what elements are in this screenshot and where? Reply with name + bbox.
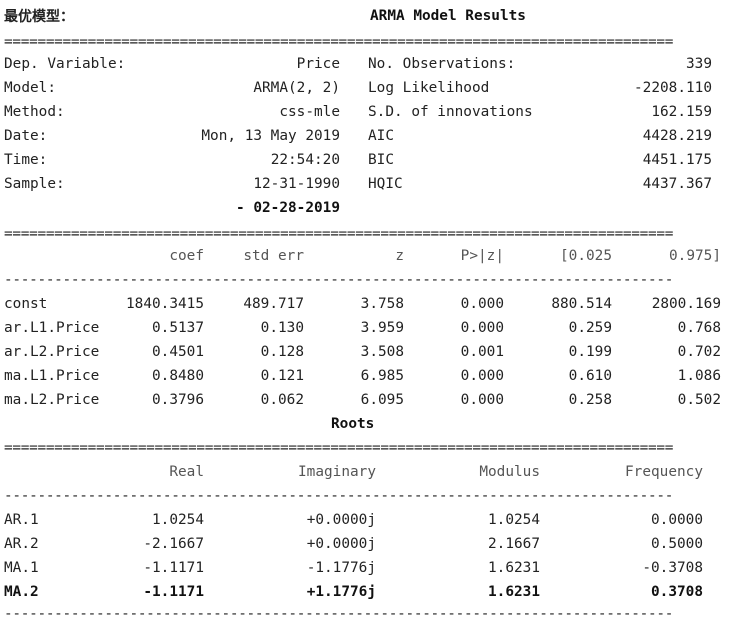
table-cell: 0.000 xyxy=(460,320,504,336)
table-cell: 489.717 xyxy=(243,296,304,312)
roots-cell: 0.5000 xyxy=(651,536,703,552)
table-cell: 0.610 xyxy=(568,368,612,384)
coef-header: z xyxy=(395,248,404,264)
coef-header: P>|z| xyxy=(460,248,504,264)
roots-header: Real xyxy=(169,464,204,480)
info-label: Sample: xyxy=(4,176,65,192)
roots-header: Imaginary xyxy=(298,464,376,480)
roots-cell: -1.1776j xyxy=(306,560,376,576)
info-value: 12-31-1990 xyxy=(253,176,340,192)
table-cell: 0.001 xyxy=(460,344,504,360)
table-cell: 3.508 xyxy=(360,344,404,360)
table-row-label: ma.L1.Price xyxy=(4,368,100,384)
table-cell: 2800.169 xyxy=(651,296,721,312)
info-label: Date: xyxy=(4,128,48,144)
info-value: css-mle xyxy=(279,104,340,120)
roots-header: Modulus xyxy=(479,464,540,480)
table-row-label: ar.L1.Price xyxy=(4,320,100,336)
roots-row-label: AR.2 xyxy=(4,536,39,552)
roots-row-label: MA.2 xyxy=(4,584,39,600)
roots-cell: -1.1171 xyxy=(143,560,204,576)
coef-header: 0.975] xyxy=(669,248,721,264)
info-label: AIC xyxy=(368,128,394,144)
table-cell: 0.502 xyxy=(677,392,721,408)
table-cell: 3.758 xyxy=(360,296,404,312)
table-cell: 0.702 xyxy=(677,344,721,360)
roots-cell: +0.0000j xyxy=(306,512,376,528)
coef-header: [0.025 xyxy=(560,248,612,264)
roots-cell: 1.0254 xyxy=(488,512,540,528)
roots-cell: -1.1171 xyxy=(143,584,204,600)
info-label: Time: xyxy=(4,152,48,168)
table-cell: 0.000 xyxy=(460,368,504,384)
dashed-rule: ----------------------------------------… xyxy=(4,272,674,288)
info-value: -2208.110 xyxy=(634,80,712,96)
table-cell: 0.258 xyxy=(568,392,612,408)
info-label: HQIC xyxy=(368,176,403,192)
roots-row-label: MA.1 xyxy=(4,560,39,576)
info-value: Mon, 13 May 2019 xyxy=(201,128,340,144)
table-cell: 0.8480 xyxy=(152,368,204,384)
roots-row-label: AR.1 xyxy=(4,512,39,528)
info-label: No. Observations: xyxy=(368,56,516,72)
info-value: 4451.175 xyxy=(642,152,712,168)
table-cell: 0.259 xyxy=(568,320,612,336)
table-cell: 0.768 xyxy=(677,320,721,336)
table-cell: 0.000 xyxy=(460,296,504,312)
info-label: Dep. Variable: xyxy=(4,56,126,72)
roots-cell: 0.0000 xyxy=(651,512,703,528)
info-value: 22:54:20 xyxy=(270,152,340,168)
table-cell: 3.959 xyxy=(360,320,404,336)
double-rule: ========================================… xyxy=(4,226,674,242)
dashed-rule: ----------------------------------------… xyxy=(4,488,674,504)
table-row-label: ma.L2.Price xyxy=(4,392,100,408)
sample-end: - 02-28-2019 xyxy=(236,200,340,216)
info-label: BIC xyxy=(368,152,394,168)
roots-cell: 1.6231 xyxy=(488,560,540,576)
table-cell: 880.514 xyxy=(551,296,612,312)
table-cell: 0.062 xyxy=(260,392,304,408)
table-cell: 1.086 xyxy=(677,368,721,384)
roots-title: Roots xyxy=(331,416,375,432)
table-cell: 0.3796 xyxy=(152,392,204,408)
page-label: 最优模型： xyxy=(4,8,74,24)
info-label: Log Likelihood xyxy=(368,80,490,96)
table-cell: 0.128 xyxy=(260,344,304,360)
info-value: 4428.219 xyxy=(642,128,712,144)
coef-header: std err xyxy=(243,248,304,264)
roots-cell: 1.0254 xyxy=(152,512,204,528)
info-value: 162.159 xyxy=(651,104,712,120)
table-cell: 0.130 xyxy=(260,320,304,336)
roots-cell: 1.6231 xyxy=(488,584,540,600)
info-label: S.D. of innovations xyxy=(368,104,533,120)
info-label: Method: xyxy=(4,104,65,120)
roots-cell: -0.3708 xyxy=(642,560,703,576)
roots-cell: +0.0000j xyxy=(306,536,376,552)
info-label: Model: xyxy=(4,80,56,96)
roots-cell: 0.3708 xyxy=(651,584,703,600)
table-row-label: ar.L2.Price xyxy=(4,344,100,360)
roots-header: Frequency xyxy=(625,464,703,480)
table-cell: 0.5137 xyxy=(152,320,204,336)
roots-cell: 2.1667 xyxy=(488,536,540,552)
table-cell: 1840.3415 xyxy=(126,296,204,312)
table-cell: 0.4501 xyxy=(152,344,204,360)
roots-cell: -2.1667 xyxy=(143,536,204,552)
table-cell: 0.000 xyxy=(460,392,504,408)
info-value: Price xyxy=(296,56,340,72)
info-value: 4437.367 xyxy=(642,176,712,192)
info-value: ARMA(2, 2) xyxy=(253,80,340,96)
results-title: ARMA Model Results xyxy=(370,8,526,24)
table-cell: 0.121 xyxy=(260,368,304,384)
coef-header: coef xyxy=(169,248,204,264)
double-rule: ========================================… xyxy=(4,440,674,456)
double-rule: ========================================… xyxy=(4,34,674,50)
table-row-label: const xyxy=(4,296,48,312)
roots-cell: +1.1776j xyxy=(306,584,376,600)
table-cell: 6.985 xyxy=(360,368,404,384)
dashed-rule: ----------------------------------------… xyxy=(4,606,674,622)
table-cell: 0.199 xyxy=(568,344,612,360)
table-cell: 6.095 xyxy=(360,392,404,408)
info-value: 339 xyxy=(686,56,712,72)
